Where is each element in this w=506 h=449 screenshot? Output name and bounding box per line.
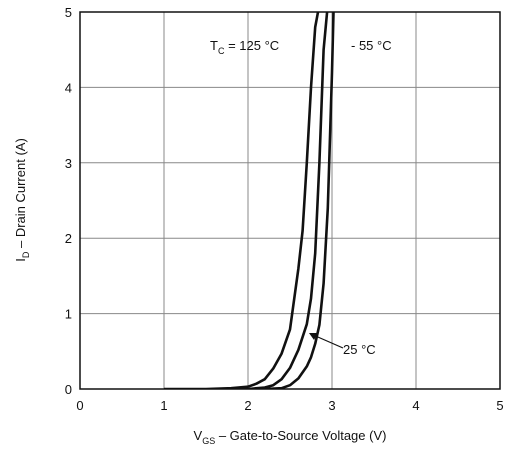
tc-label: TC = 125 °C — [210, 38, 279, 56]
y-tick-label: 5 — [65, 5, 72, 20]
label-25-arrowhead — [309, 333, 318, 340]
x-tick-label: 1 — [160, 398, 167, 413]
y-tick-label: 0 — [65, 382, 72, 397]
plot-frame — [79, 11, 501, 390]
data-series — [164, 12, 335, 389]
x-tick-label: 3 — [328, 398, 335, 413]
series-line — [164, 12, 320, 389]
series-line — [264, 12, 335, 389]
y-tick-label: 2 — [65, 231, 72, 246]
minus55-label: - 55 °C — [351, 38, 392, 53]
y-tick-label: 3 — [65, 156, 72, 171]
x-axis-title: VGS – Gate-to-Source Voltage (V) — [194, 428, 387, 446]
x-tick-labels: 0 1 2 3 4 5 — [76, 398, 503, 413]
series-line — [231, 12, 329, 389]
y-axis-title: ID – Drain Current (A) — [13, 138, 31, 262]
y-tick-label: 4 — [65, 80, 72, 95]
x-tick-label: 4 — [412, 398, 419, 413]
y-tick-labels: 0 1 2 3 4 5 — [65, 5, 72, 397]
x-tick-label: 0 — [76, 398, 83, 413]
x-tick-label: 2 — [244, 398, 251, 413]
x-tick-label: 5 — [496, 398, 503, 413]
y-tick-label: 1 — [65, 307, 72, 322]
label-25: 25 °C — [343, 342, 376, 357]
label-25-leader — [310, 333, 344, 349]
